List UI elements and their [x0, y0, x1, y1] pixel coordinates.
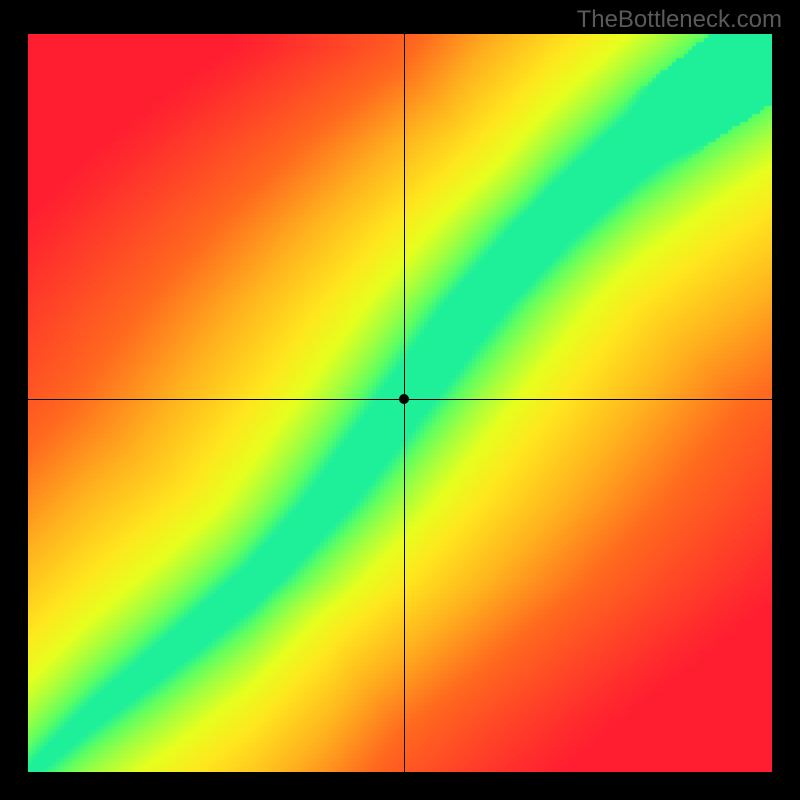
heatmap-chart [28, 34, 772, 772]
crosshair-marker-dot [399, 394, 409, 404]
root-container: TheBottleneck.com [0, 0, 800, 800]
watermark-text: TheBottleneck.com [577, 6, 782, 34]
